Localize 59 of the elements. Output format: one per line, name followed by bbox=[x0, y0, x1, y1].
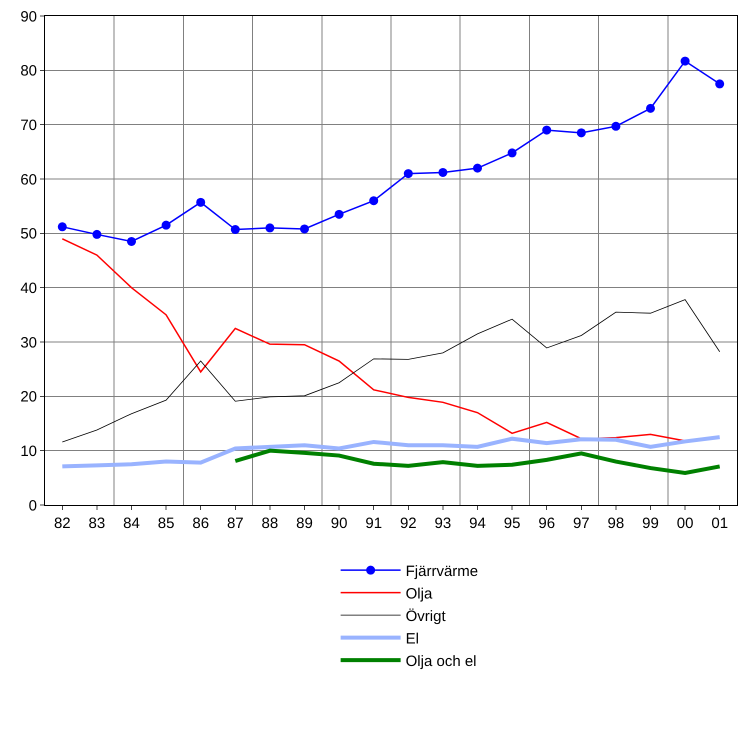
x-tick-label: 87 bbox=[226, 515, 244, 532]
point bbox=[265, 223, 274, 232]
point bbox=[438, 168, 448, 177]
point bbox=[715, 79, 724, 88]
point bbox=[300, 224, 309, 234]
x-tick-label: 89 bbox=[296, 515, 313, 532]
y-tick-label: 40 bbox=[20, 280, 37, 297]
x-tick-label: 85 bbox=[158, 515, 174, 532]
point bbox=[369, 196, 378, 206]
x-tick-label: 99 bbox=[642, 515, 659, 532]
point bbox=[92, 230, 102, 239]
line-series bbox=[62, 238, 686, 442]
legend-label: Fjärrvärme bbox=[406, 563, 478, 580]
point bbox=[680, 56, 690, 66]
y-tick-label: 30 bbox=[20, 334, 37, 352]
point bbox=[611, 122, 620, 131]
point bbox=[404, 169, 413, 178]
point bbox=[576, 128, 586, 138]
y-tick-label: 90 bbox=[20, 8, 37, 26]
point bbox=[230, 225, 240, 234]
point bbox=[196, 198, 206, 207]
point bbox=[58, 222, 67, 232]
x-tick-label: 86 bbox=[192, 515, 210, 532]
legend-label: Olja och el bbox=[406, 653, 477, 670]
x-tick-label: 82 bbox=[54, 515, 71, 532]
y-tick-label: 70 bbox=[20, 116, 37, 134]
x-tick-label: 90 bbox=[330, 515, 348, 532]
x-tick-label: 88 bbox=[262, 515, 278, 532]
x-tick-label: 98 bbox=[608, 515, 624, 532]
line-series bbox=[60, 435, 722, 468]
y-tick-label: 0 bbox=[28, 497, 37, 514]
x-tick-label: 01 bbox=[711, 515, 728, 532]
y-tick-label: 50 bbox=[20, 226, 37, 243]
x-tick-label: 00 bbox=[676, 515, 694, 532]
legend-label: Olja bbox=[406, 586, 433, 602]
y-tick-label: 10 bbox=[20, 442, 37, 460]
x-tick-label: 96 bbox=[538, 515, 556, 532]
legend-label: Övrigt bbox=[406, 608, 446, 625]
y-tick-label: 80 bbox=[20, 62, 37, 80]
point bbox=[508, 148, 517, 158]
x-tick-label: 91 bbox=[365, 515, 382, 532]
line-series bbox=[62, 299, 720, 442]
x-tick-label: 84 bbox=[123, 515, 140, 532]
x-tick-label: 83 bbox=[88, 515, 106, 532]
point bbox=[162, 220, 171, 230]
x-tick-label: 97 bbox=[572, 515, 590, 532]
y-tick-label: 20 bbox=[20, 388, 37, 406]
y-tick-label: 60 bbox=[20, 171, 37, 188]
legend-label: El bbox=[406, 630, 419, 648]
x-tick-label: 94 bbox=[469, 515, 486, 532]
x-tick-label: 92 bbox=[400, 515, 417, 532]
point bbox=[646, 104, 655, 113]
line-series bbox=[233, 448, 722, 475]
point bbox=[334, 210, 344, 219]
point bbox=[127, 236, 136, 246]
point bbox=[473, 164, 482, 173]
x-tick-label: 93 bbox=[434, 515, 452, 532]
point bbox=[542, 126, 552, 135]
x-tick-label: 95 bbox=[504, 515, 520, 532]
